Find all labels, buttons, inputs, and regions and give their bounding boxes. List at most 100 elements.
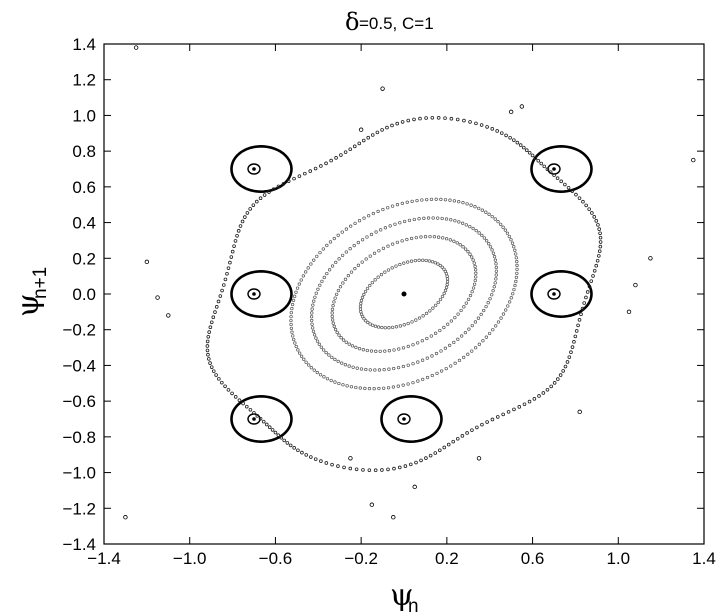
separatrix-point <box>276 433 281 438</box>
separatrix-point <box>594 263 599 268</box>
separatrix-point <box>216 299 221 304</box>
separatrix-point <box>512 407 516 412</box>
torus-point <box>390 325 395 330</box>
torus-point <box>429 197 434 202</box>
separatrix-point <box>595 258 600 263</box>
torus-point <box>289 326 294 331</box>
torus-point <box>391 242 395 246</box>
separatrix-point <box>424 456 428 460</box>
separatrix-point <box>267 425 272 429</box>
torus-point <box>330 311 334 315</box>
separatrix-point <box>286 179 291 183</box>
torus-point <box>336 359 340 364</box>
torus-point <box>310 326 315 330</box>
separatrix-point <box>419 458 423 463</box>
separatrix-point <box>397 465 402 470</box>
separatrix-point <box>248 408 253 412</box>
torus-point <box>354 345 358 350</box>
separatrix-point <box>570 345 575 349</box>
torus-point <box>481 339 485 343</box>
torus-point <box>360 295 365 300</box>
separatrix-point <box>220 380 224 385</box>
y-tick-label: −1.2 <box>62 499 96 518</box>
separatrix-point <box>206 334 211 339</box>
torus-point <box>405 237 409 242</box>
torus-point <box>466 297 471 301</box>
torus-point <box>462 305 466 309</box>
torus-point <box>504 308 508 312</box>
separatrix-point <box>330 462 334 467</box>
torus-point <box>368 368 372 372</box>
separatrix-point <box>205 348 210 353</box>
torus-point <box>310 307 314 311</box>
torus-point <box>345 384 349 388</box>
separatrix-point <box>329 158 333 163</box>
torus-point <box>393 222 397 226</box>
torus-point <box>318 250 322 255</box>
island-outer-loop <box>530 270 593 318</box>
separatrix-point <box>276 184 281 189</box>
separatrix-point <box>527 399 532 404</box>
torus-point <box>315 339 320 343</box>
torus-point <box>333 380 337 384</box>
separatrix-point <box>230 391 234 396</box>
separatrix-point <box>271 187 276 191</box>
torus-point <box>304 360 308 364</box>
torus-point <box>470 255 474 259</box>
torus-point <box>349 224 353 228</box>
separatrix-point <box>348 147 353 152</box>
torus-point <box>417 258 421 262</box>
separatrix-point <box>221 283 226 287</box>
separatrix-point <box>395 121 400 126</box>
torus-point <box>354 385 358 390</box>
torus-point <box>488 245 493 249</box>
torus-point <box>442 267 446 271</box>
separatrix-point <box>324 461 329 465</box>
x-tick-label: 1.0 <box>606 549 630 568</box>
torus-point <box>452 340 456 345</box>
torus-point <box>290 302 295 307</box>
torus-point <box>320 279 324 284</box>
scatter-point <box>144 259 150 265</box>
separatrix-point <box>211 315 216 320</box>
torus-point <box>390 204 395 208</box>
separatrix-point <box>506 410 511 414</box>
torus-point <box>292 294 297 298</box>
torus-point <box>484 304 488 309</box>
torus-point <box>332 236 336 241</box>
torus-point <box>442 325 446 330</box>
torus-point <box>479 312 483 317</box>
separatrix-point <box>264 422 269 427</box>
torus-point <box>507 234 511 239</box>
torus-point <box>466 249 470 254</box>
torus-point <box>406 321 410 326</box>
torus-point <box>435 371 439 376</box>
torus-point <box>368 322 372 326</box>
y-tick-label: 1.2 <box>72 71 96 90</box>
torus-point <box>468 293 473 298</box>
separatrix-point <box>495 129 499 133</box>
separatrix-point <box>501 412 505 417</box>
torus-point <box>494 273 498 277</box>
separatrix-point <box>235 234 239 238</box>
separatrix-point <box>241 401 245 406</box>
torus-point <box>449 319 454 323</box>
torus-point <box>409 259 414 263</box>
torus-point <box>511 292 515 296</box>
torus-point <box>397 347 401 351</box>
separatrix-point <box>433 451 438 455</box>
torus-point <box>453 361 457 365</box>
torus-point <box>470 290 474 294</box>
torus-point <box>473 268 478 272</box>
torus-point <box>368 283 372 288</box>
torus-point <box>411 362 415 366</box>
torus-point <box>457 200 461 204</box>
torus-point <box>356 263 361 267</box>
torus-point <box>341 338 346 342</box>
torus-point <box>294 290 298 294</box>
y-tick-label: −0.6 <box>62 392 96 411</box>
island-inner-loop <box>247 163 261 175</box>
separatrix-point <box>400 120 405 124</box>
torus-point <box>330 355 334 359</box>
torus-point <box>413 258 418 263</box>
